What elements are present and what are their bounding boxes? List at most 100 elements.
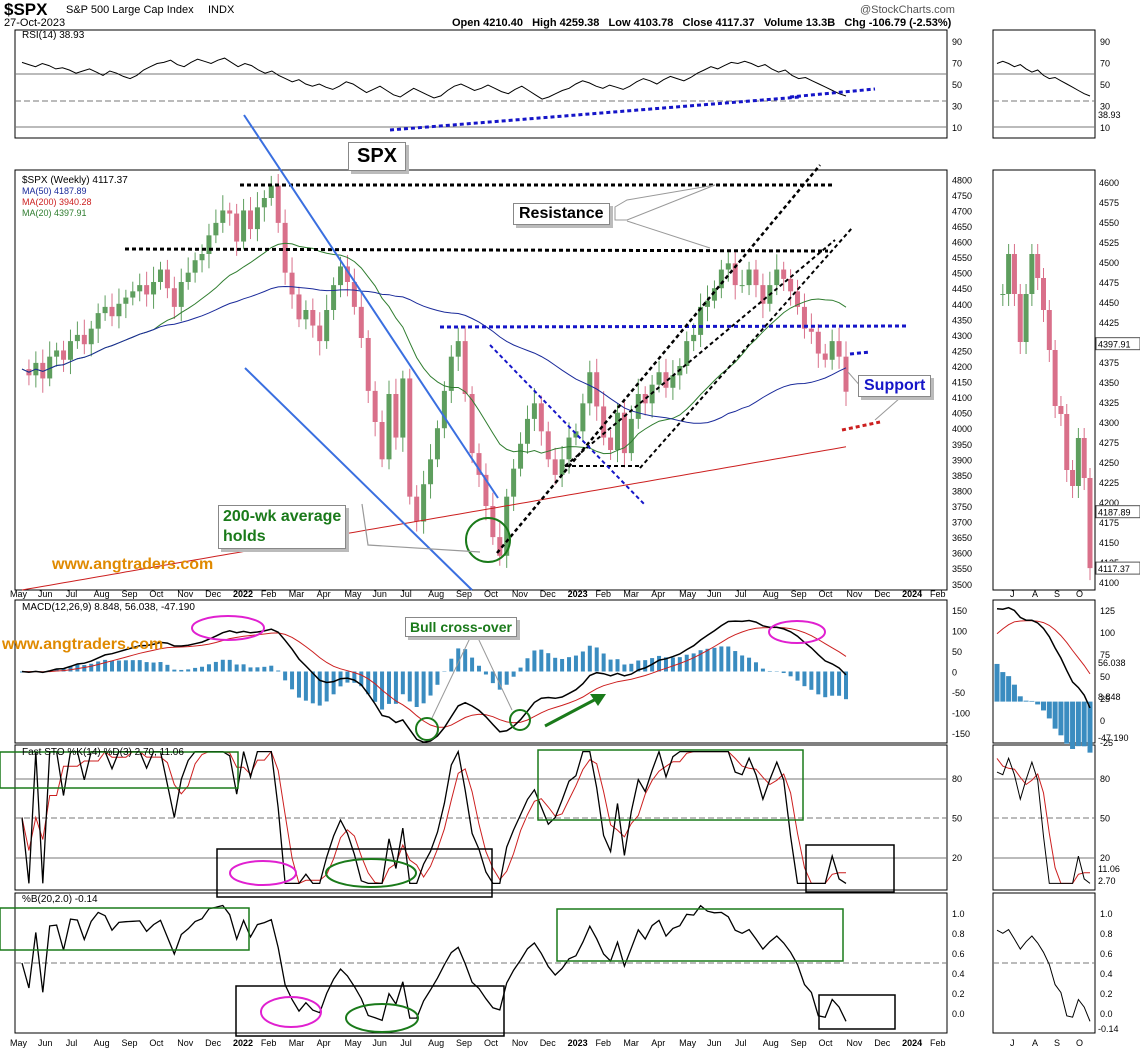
macd-hist-bar — [130, 660, 135, 672]
zoom-x-tick: S — [1054, 1038, 1060, 1048]
macd-hist-bar — [317, 671, 322, 706]
macd-hist-bar — [837, 671, 842, 696]
price-y-tick: 3550 — [952, 564, 972, 574]
zoom-macd-bar — [1070, 701, 1076, 749]
macd-hist-bar — [546, 653, 551, 672]
candle-body — [95, 313, 101, 329]
ma20-line — [21, 242, 847, 455]
candle-body — [725, 263, 731, 270]
annotation-200wk-line1: 200-wk average — [223, 508, 342, 525]
candle-body — [151, 282, 157, 295]
candle-body — [358, 306, 364, 338]
macd-hist-bar — [241, 664, 246, 672]
zoom-pb-tick: 0.0 — [1100, 1009, 1113, 1019]
panel-title-sto: Fast STO %K(14) %D(3) 2.70, 11.06 — [22, 747, 184, 758]
price-y-tick: 4100 — [952, 393, 972, 403]
zoom-macd-bar — [1000, 672, 1006, 702]
x-tick-price: Oct — [818, 589, 833, 599]
candle-body — [74, 334, 80, 342]
zoom-rsi-line — [996, 60, 1091, 97]
macd-hist-bar — [172, 669, 177, 672]
macd-hist-bar — [636, 660, 641, 672]
candle-body — [504, 496, 510, 556]
zoom-price-label-box — [1095, 337, 1140, 351]
candle-body — [698, 306, 704, 335]
x-tick-price: May — [679, 589, 697, 599]
macd-hist-bar — [103, 659, 108, 672]
macd-y-tick: -50 — [952, 688, 965, 698]
index-name: S&P 500 Large Cap Index — [66, 4, 194, 16]
zoom-macd-bar — [1052, 701, 1058, 729]
macd-hist-bar — [539, 649, 544, 672]
candle-body — [656, 372, 662, 385]
x-tick-price: Nov — [177, 589, 194, 599]
x-tick-bottom: 2023 — [568, 1038, 588, 1048]
candle-body — [718, 269, 724, 289]
macd-hist-bar — [373, 671, 378, 702]
x-tick-price: Apr — [651, 589, 665, 599]
price-y-tick: 3900 — [952, 455, 972, 465]
x-tick-bottom: Oct — [484, 1038, 499, 1048]
x-tick-bottom: Nov — [512, 1038, 529, 1048]
macd-hist-bar — [691, 653, 696, 672]
macd-hist-bar — [511, 671, 516, 677]
price-y-tick: 3700 — [952, 518, 972, 528]
x-tick-price: Oct — [484, 589, 499, 599]
x-tick-bottom: Feb — [261, 1038, 277, 1048]
candle-body — [164, 269, 170, 289]
candle-body — [774, 269, 780, 286]
zoom-candle-body — [1035, 254, 1041, 278]
candle-body — [220, 210, 226, 223]
candle-body — [379, 422, 385, 460]
macd-signal-line — [21, 627, 847, 728]
x-tick-price: Jun — [38, 589, 53, 599]
zoom-macd-tick: 75 — [1100, 650, 1110, 660]
candle-body — [705, 300, 711, 307]
candle-body — [781, 269, 787, 279]
zoom-price-tick: 4525 — [1099, 238, 1119, 248]
x-tick-bottom: Apr — [651, 1038, 665, 1048]
zoom-macd-tick: 25 — [1100, 694, 1110, 704]
zoom-candle-body — [1041, 278, 1046, 310]
candle-body — [469, 394, 475, 454]
candle-body — [227, 210, 233, 214]
macd-hist-bar — [393, 671, 398, 704]
macd-hist-bar — [407, 671, 412, 702]
x-tick-price: Mar — [289, 589, 305, 599]
x-tick-bottom: Jun — [707, 1038, 722, 1048]
zoom-macd-bar — [1087, 701, 1093, 753]
zoom-candle-body — [1081, 438, 1087, 478]
candle-body — [434, 428, 440, 460]
price-y-tick: 4800 — [952, 175, 972, 185]
candle-body — [635, 394, 641, 419]
candle-body — [587, 372, 593, 404]
zoom-x-tick: A — [1032, 1038, 1038, 1048]
x-tick-bottom: Jul — [400, 1038, 412, 1048]
rsi-y-tick: 70 — [952, 58, 962, 68]
macd-hist-bar — [657, 655, 662, 672]
macd-hist-bar — [248, 667, 253, 672]
x-tick-bottom: 2022 — [233, 1038, 253, 1048]
zoom-x-tick: S — [1054, 589, 1060, 599]
zoom-sto-tick: 80 — [1100, 774, 1110, 784]
x-tick-price: Sep — [456, 589, 472, 599]
website-label-price: www.angtraders.com — [52, 556, 214, 573]
candle-body — [462, 341, 468, 394]
x-tick-price: Nov — [512, 589, 529, 599]
zoom-candle-body — [1006, 254, 1012, 294]
zoom-price-tick: 4300 — [1099, 418, 1119, 428]
zoom-price-tick: 4500 — [1099, 258, 1119, 268]
x-tick-price: Feb — [930, 589, 946, 599]
candle-body — [54, 350, 60, 357]
zoom-price-label: 4117.37 — [1098, 564, 1130, 574]
legend-ma20: MA(20) 4397.91 — [22, 208, 87, 218]
macd-hist-bar — [331, 671, 336, 695]
macd-hist-bar — [234, 664, 239, 672]
candle-body — [670, 375, 676, 388]
candle-body — [628, 418, 634, 454]
x-tick-price: Jun — [372, 589, 387, 599]
candle-body — [393, 394, 399, 438]
zoom-macd-signal — [996, 620, 1091, 675]
macd-hist-bar — [504, 671, 509, 685]
